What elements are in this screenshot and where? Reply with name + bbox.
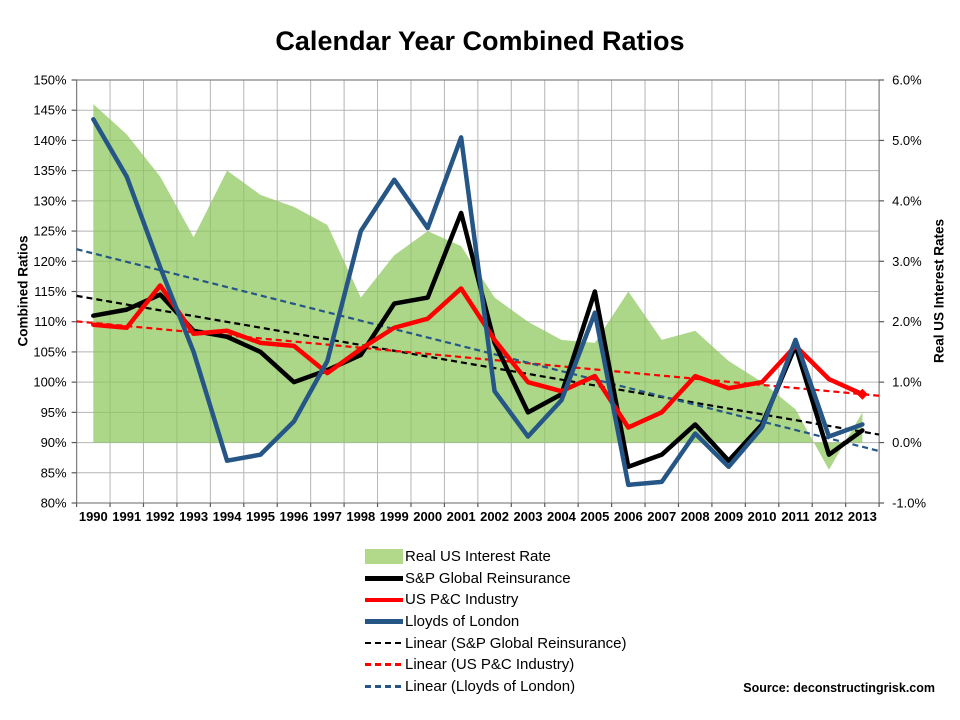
x-axis-label: 1995: [246, 509, 275, 524]
left-axis-label: 115%: [34, 284, 67, 299]
legend-item: Linear (S&P Global Reinsurance): [365, 632, 627, 654]
left-axis-label: 105%: [33, 344, 67, 359]
x-axis-label: 1999: [380, 509, 409, 524]
x-axis-label: 2008: [681, 509, 710, 524]
legend-item: Linear (US P&C Industry): [365, 654, 627, 676]
left-axis-label: 120%: [33, 254, 67, 269]
legend-swatch-dash: [365, 663, 403, 667]
legend-swatch-area: [365, 549, 403, 565]
legend-item: US P&C Industry: [365, 589, 627, 611]
x-axis-label: 1997: [313, 509, 342, 524]
legend-item: Lloyds of London: [365, 611, 627, 633]
left-axis-label: 110%: [34, 314, 67, 329]
right-axis-label: 2.0%: [892, 314, 922, 329]
legend-label: Linear (S&P Global Reinsurance): [405, 634, 627, 652]
left-axis-label: 100%: [33, 375, 67, 390]
legend-item: S&P Global Reinsurance: [365, 568, 627, 590]
legend-swatch-dash: [365, 641, 403, 645]
left-axis-label: 145%: [33, 103, 67, 118]
legend-label: Real US Interest Rate: [405, 548, 551, 566]
legend: Real US Interest Rate S&P Global Reinsura…: [365, 546, 627, 697]
x-axis-label: 2002: [480, 509, 509, 524]
legend-label: S&P Global Reinsurance: [405, 569, 571, 587]
x-axis-label: 2010: [748, 509, 777, 524]
interest-rate-area: [93, 104, 863, 470]
legend-label: US P&C Industry: [405, 591, 519, 609]
left-axis-label: 80%: [41, 496, 67, 511]
us-pc-industry-line: [91, 283, 865, 430]
x-axis-label: 2007: [647, 509, 676, 524]
left-axis-label: 90%: [41, 435, 67, 450]
trendline-lloyds-of-london: [76, 248, 880, 453]
legend-swatch-line: [365, 576, 403, 581]
legend-swatch-line: [365, 597, 403, 603]
legend-item: Linear (Lloyds of London): [365, 676, 627, 698]
x-axis-label: 2003: [514, 509, 543, 524]
right-axis-label: 3.0%: [892, 254, 922, 269]
trendline-sp-global-reinsurance: [76, 294, 880, 436]
x-axis-label: 1993: [179, 509, 208, 524]
x-axis-label: 2013: [848, 509, 877, 524]
x-axis-label: 2001: [447, 509, 476, 524]
x-axis-label: 1994: [213, 509, 243, 524]
left-axis-label: 140%: [33, 133, 67, 148]
legend-label: Linear (US P&C Industry): [405, 656, 575, 674]
x-axis-label: 1992: [146, 509, 175, 524]
right-axis-label: 6.0%: [892, 73, 922, 88]
legend-swatch-dash: [365, 685, 403, 688]
x-axis-label: 2009: [714, 509, 743, 524]
x-axis-label: 2000: [413, 509, 442, 524]
x-axis-label: 1998: [346, 509, 375, 524]
source-note: Source: deconstructingrisk.com: [743, 681, 935, 695]
x-axis-label: 2006: [614, 509, 643, 524]
right-axis-label: 1.0%: [892, 375, 922, 390]
legend-swatch-line: [365, 619, 403, 624]
red-series-end-marker: [856, 388, 868, 400]
left-axis-label: 85%: [41, 465, 67, 480]
x-axis-label: 2011: [781, 509, 809, 524]
legend-item: Real US Interest Rate: [365, 546, 627, 568]
x-axis-label: 1990: [79, 509, 108, 524]
x-axis-label: 2005: [580, 509, 609, 524]
left-axis-label: 95%: [41, 405, 67, 420]
left-axis-label: 130%: [33, 193, 67, 208]
x-axis-label: 1991: [112, 509, 141, 524]
lloyds-of-london-line: [91, 117, 865, 488]
x-axis-label: 2012: [814, 509, 843, 524]
left-axis-label: 125%: [33, 224, 67, 239]
chart-title: Calendar Year Combined Ratios: [275, 26, 685, 56]
x-axis-label: 1996: [279, 509, 308, 524]
left-axis-label: 135%: [33, 163, 67, 178]
legend-label: Lloyds of London: [405, 613, 520, 631]
right-axis-label: 0.0%: [892, 435, 922, 450]
legend-label: Linear (Lloyds of London): [405, 677, 576, 695]
x-axis-label: 2004: [547, 509, 577, 524]
left-axis-label: 150%: [33, 73, 67, 88]
right-axis-label: -1.0%: [892, 496, 926, 511]
right-axis-label: 5.0%: [892, 133, 922, 148]
right-axis-label: 4.0%: [892, 193, 922, 208]
